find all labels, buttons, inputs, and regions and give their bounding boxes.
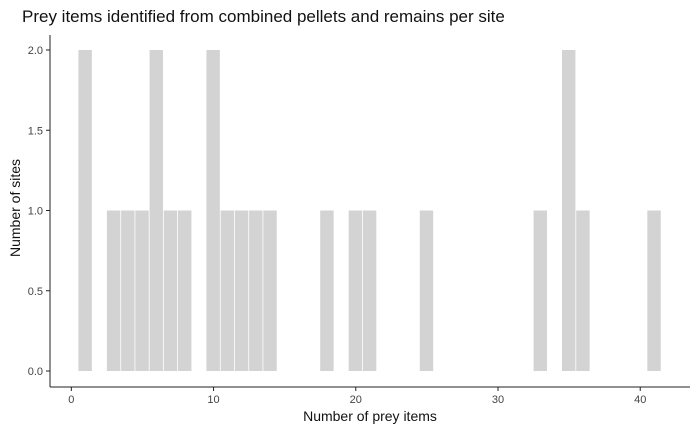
histogram-bar [234,210,249,371]
chart-title: Prey items identified from combined pell… [22,7,505,26]
histogram-bar [576,210,590,371]
histogram-bar [263,210,277,371]
histogram-bar [220,210,235,371]
x-axis-title: Number of prey items [303,408,437,424]
x-tick-label: 0 [68,394,74,406]
y-tick-label: 0.0 [28,366,43,378]
histogram-bar [647,210,661,371]
histogram-bar [149,50,163,371]
histogram-bar [562,50,576,371]
histogram-bar [249,210,263,371]
histogram-bar [206,50,220,371]
x-tick-label: 40 [634,394,646,406]
x-ticks-group: 0 10 20 30 40 [68,387,646,406]
histogram-bar [533,210,547,371]
histogram-bar [362,210,377,371]
x-tick-label: 30 [492,394,504,406]
histogram-bar [348,210,363,371]
histogram-bar [320,210,334,371]
y-tick-label: 2.0 [28,45,43,57]
y-tick-label: 1.0 [28,206,43,218]
x-tick-label: 10 [207,394,219,406]
bars-group [78,50,661,371]
histogram-bar [78,50,92,371]
y-axis-title: Number of sites [7,159,23,257]
histogram-bar [178,210,192,371]
histogram-bar [121,210,135,371]
histogram-bar [163,210,178,371]
histogram-bar [419,210,434,371]
histogram-bar [106,210,121,371]
histogram-bar [135,210,149,371]
y-tick-label: 0.5 [28,286,43,298]
y-tick-label: 1.5 [28,125,43,137]
y-ticks-group: 0.0 0.5 1.0 1.5 2.0 [28,45,50,378]
x-tick-label: 20 [350,394,362,406]
